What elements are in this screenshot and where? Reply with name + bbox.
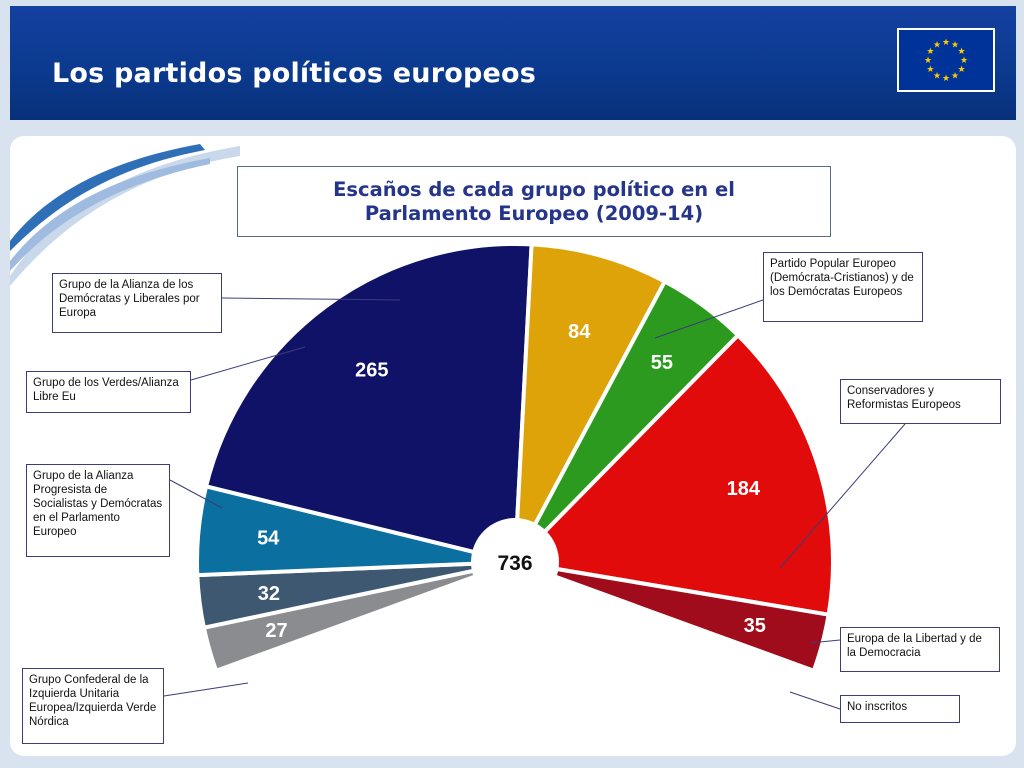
leader-line-ni <box>789 691 841 710</box>
callout-epp: Partido Popular Europeo (Demócrata-Crist… <box>763 252 923 322</box>
value-label-ecr: 54 <box>257 527 280 549</box>
flag-star-icon: ★ <box>951 39 959 49</box>
chart-title-box: Escaños de cada grupo político en el Par… <box>237 166 831 237</box>
wedge-sd <box>513 333 835 617</box>
value-label-alde: 84 <box>568 321 591 343</box>
decorative-swoosh <box>10 144 240 286</box>
value-label-epp: 265 <box>355 359 388 381</box>
callout-alde: Grupo de la Alianza de los Demócratas y … <box>52 273 222 333</box>
total-seats-label: 736 <box>497 552 532 575</box>
callout-ecr: Conservadores y Reformistas Europeos <box>840 379 1001 424</box>
leader-line-ecr <box>779 423 906 569</box>
flag-star-icon: ★ <box>958 46 966 56</box>
flag-star-icon: ★ <box>926 64 934 74</box>
leader-line-gue <box>163 682 249 697</box>
flag-star-icon: ★ <box>924 55 932 65</box>
leader-line-sd <box>169 479 223 509</box>
flag-star-icon: ★ <box>951 71 959 81</box>
flag-star-icon: ★ <box>960 55 968 65</box>
center-hub <box>471 518 559 606</box>
flag-star-icon: ★ <box>926 46 934 56</box>
wedge-epp <box>204 241 534 564</box>
eu-flag-icon: ★ ★ ★ ★ ★ ★ ★ ★ ★ ★ ★ ★ <box>897 28 995 92</box>
callout-greens: Grupo de los Verdes/Alianza Libre Eu <box>26 371 191 413</box>
header-bar <box>10 6 1016 120</box>
flag-star-icon: ★ <box>933 71 941 81</box>
chart-title: Escaños de cada grupo político en el Par… <box>333 177 735 225</box>
leader-line-greens <box>190 346 306 381</box>
flag-star-icon: ★ <box>942 73 950 83</box>
leader-line-alde <box>221 297 401 301</box>
callout-efd: Europa de la Libertad y de la Democracia <box>840 627 1000 672</box>
value-label-efd: 32 <box>258 583 280 605</box>
callout-gue: Grupo Confederal de la Izquierda Unitari… <box>22 668 164 744</box>
flag-star-icon: ★ <box>933 39 941 49</box>
flag-star-icon: ★ <box>942 37 950 47</box>
callout-sd: Grupo de la Alianza Progresista de Socia… <box>26 464 170 557</box>
value-label-greens: 55 <box>651 352 673 374</box>
value-label-sd: 184 <box>727 478 761 500</box>
value-label-gue: 35 <box>744 615 766 637</box>
flag-star-icon: ★ <box>958 64 966 74</box>
leader-line-efd <box>809 639 841 644</box>
leader-line-epp <box>654 299 764 339</box>
wedge-alde <box>513 242 667 564</box>
callout-ni: No inscritos <box>840 695 960 723</box>
value-label-ni: 27 <box>265 620 287 642</box>
wedge-gue <box>513 560 831 673</box>
page-title: Los partidos políticos europeos <box>52 58 537 89</box>
